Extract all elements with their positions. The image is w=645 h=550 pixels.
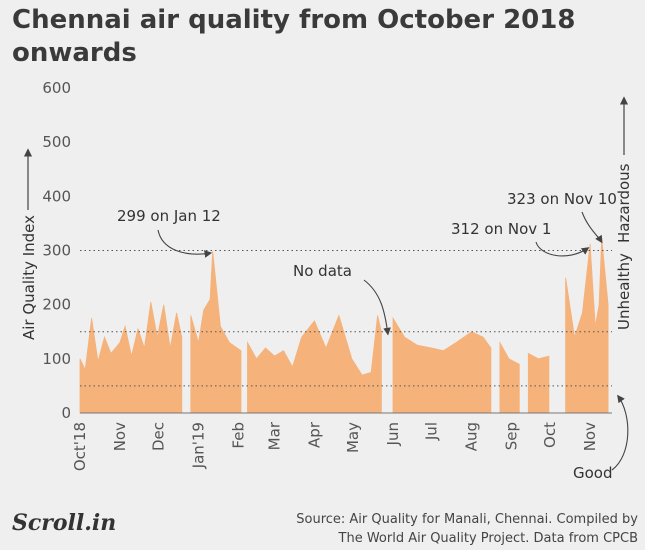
source-line-1: Source: Air Quality for Manali, Chennai.… [296,512,638,527]
y-axis-label: Air Quality Index [20,215,38,340]
category-label-hazardous: Hazardous [615,163,633,243]
x-tick-label: Aug [463,422,481,451]
source-line-2: The World Air Quality Project. Data from… [338,531,638,546]
y-tick-label: 500 [42,133,71,151]
annotation-jan12-arrow [157,229,213,258]
x-tick-label: Sep [503,422,521,450]
y-tick-label: 0 [61,404,71,422]
aqi-area-segment [499,341,520,414]
category-label-good: Good [573,464,613,482]
good-arrow [611,394,629,471]
y-tick-label: 100 [42,350,71,368]
annotation-jan12: 299 on Jan 12 [117,207,221,225]
x-tick-label: Oct'18 [71,422,89,471]
aqi-area-segment [565,237,609,414]
x-tick-label: Jul [423,422,441,441]
x-tick-label: Apr [305,421,323,448]
annotation-nov10-arrow [581,211,603,244]
x-tick-label: May [344,422,362,453]
x-tick-label: Dec [150,422,168,451]
annotation-nov1: 312 on Nov 1 [451,220,551,238]
y-tick-label: 600 [42,79,71,97]
aqi-area-segment [392,316,492,414]
x-tick-label: Nov [111,422,129,451]
x-tick-label: Oct [541,422,559,448]
page-title: Chennai air quality from October 2018 on… [12,5,576,68]
x-tick-label: Mar [266,421,284,450]
annotation-no-data: No data [293,262,352,280]
annotation-nov10: 323 on Nov 10 [507,190,617,208]
y-tick-label: 400 [42,187,71,205]
y-tick-label: 300 [42,242,71,260]
y-tick-label: 200 [42,296,71,314]
aqi-area-segment [527,352,550,414]
aqi-area-segment [247,314,382,414]
x-tick-label: Nov [581,422,599,451]
x-tick-label: Feb [229,422,247,449]
annotation-no-data-arrow [363,279,391,336]
x-tick-label: Jun [384,422,402,446]
aqi-area-segment [79,301,183,414]
x-tick-label: Jan'19 [190,422,208,469]
annotation-nov1-arrow [535,241,590,257]
category-label-unhealthy: Unhealthy [615,253,633,330]
scroll-logo[interactable]: Scroll.in [12,510,117,536]
source-note: Source: Air Quality for Manali, Chennai.… [282,510,638,548]
